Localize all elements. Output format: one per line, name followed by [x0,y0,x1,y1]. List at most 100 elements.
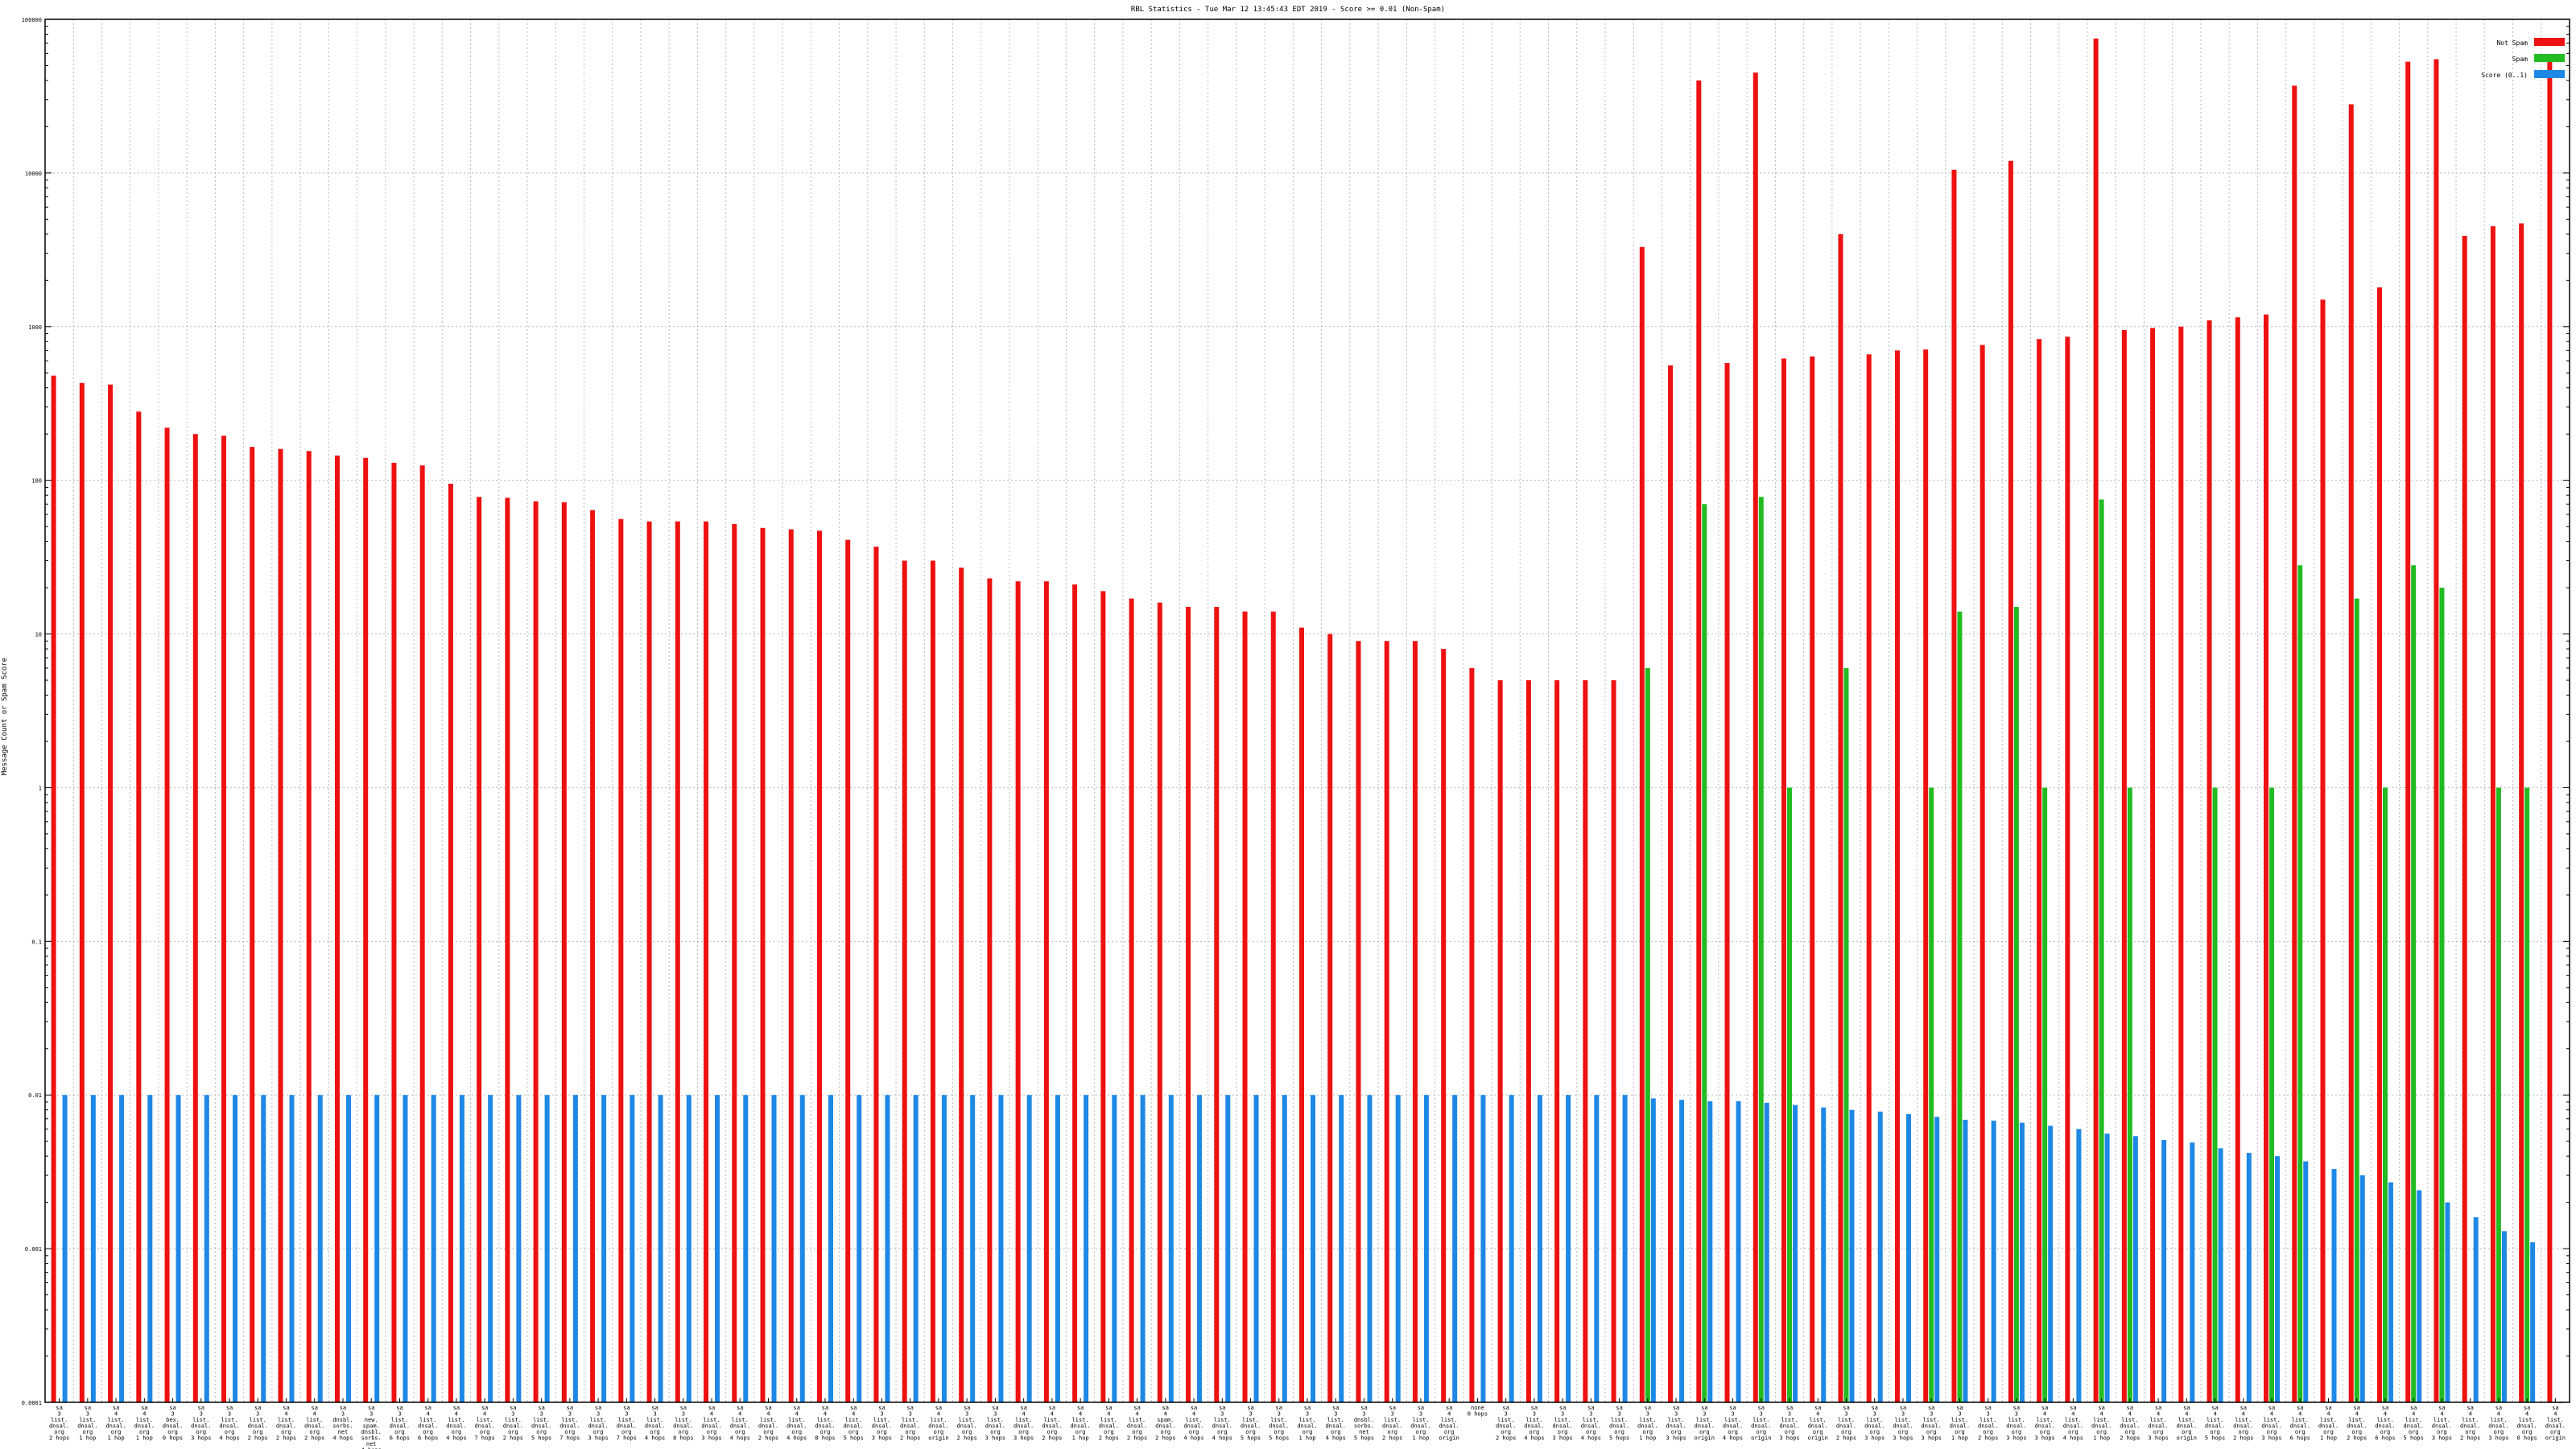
x-tick-label-line: org [2153,1429,2164,1435]
x-tick-label-line: 4 hops [332,1435,353,1442]
x-tick-label-line: 4 [824,1411,827,1418]
x-tick-label-line: none [1471,1405,1484,1411]
x-tick-label-line: 2 hops [1836,1435,1856,1442]
x-tick-label-line: dnsal. [617,1423,637,1430]
score-bar [2246,1153,2252,1402]
x-tick-label-line: list. [2207,1417,2223,1423]
x-tick-label-line: 4 [710,1411,713,1418]
not-spam-bar [1469,667,1475,1402]
x-tick-label-line: org [2380,1429,2391,1435]
x-tick-label-line: 3 hops [1864,1435,1885,1442]
x-tick-label-line: dnsal. [2460,1423,2480,1430]
x-tick-label-line: sa [2382,1405,2388,1411]
score-bar [771,1095,777,1402]
x-tick-label-line: sa [1984,1405,1991,1411]
x-tick-label-line: sa [538,1405,544,1411]
x-tick-label-line: sa [2552,1405,2558,1411]
not-spam-bar [1129,598,1134,1402]
x-tick-label-line: org [536,1429,547,1435]
spam-bar [2269,787,2275,1402]
x-tick-label: sa 3 list. dnsal. org 1 hop [1297,1405,1317,1442]
x-tick-label-line: 3 [511,1411,514,1418]
not-spam-bar [1299,627,1304,1402]
x-tick-label-line: 4 [114,1411,118,1418]
x-tick-label-line: org [253,1429,263,1435]
not-spam-bar [618,518,624,1402]
x-tick-label-line: list. [1298,1417,1315,1423]
x-tick-label-line: sa [1077,1405,1084,1411]
x-tick-label: sa 4 list. dnsal. org 2 hops [304,1405,324,1442]
score-bar [1877,1111,1883,1402]
x-tick-label: sa 3 list. dnsal. org 3 hops [2006,1405,2026,1442]
x-tick-label-line: 3 hops [2261,1435,2281,1442]
score-bar [1055,1095,1060,1402]
spam-bar [1957,611,1963,1402]
score-bar [1963,1119,1968,1402]
not-spam-bar [1838,233,1843,1403]
x-tick-label-line: 2 hops [2233,1435,2253,1442]
x-tick-label-line: sa [1814,1405,1821,1411]
x-tick-label-line: sa [169,1405,175,1411]
x-tick-label-line: 5 hops [844,1435,864,1442]
x-tick-label: sa 3 list. dnsal. org 3 hops [588,1405,608,1442]
x-tick-label-line: org [1614,1429,1624,1435]
score-bar [1253,1095,1259,1402]
x-tick-label-line: 3 [653,1411,656,1418]
score-bar [204,1095,209,1402]
x-tick-label-line: 3 [1987,1411,1990,1418]
score-bar [2132,1136,2138,1402]
x-tick-label-line: dnsal. [77,1423,97,1430]
x-tick-label-line: 3 [1249,1411,1252,1418]
not-spam-bar [2462,235,2467,1403]
x-tick-label: sa 4 list. dnsal. org 3 hops [2432,1405,2452,1442]
x-tick-label-line: 3 [1589,1411,1592,1418]
x-tick-label-line: dnsal. [2488,1423,2508,1430]
x-tick-label-line: 2 hops [1382,1435,1402,1442]
x-tick-label-line: dnsal. [2347,1423,2367,1430]
x-tick-label-line: 3 [1674,1411,1678,1418]
x-tick-label: sa 3 list. dnsal. org origin [1695,1405,1715,1442]
x-tick-label-line: org [990,1429,1001,1435]
x-tick-label-line: sa [2211,1405,2218,1411]
plot-frame [44,19,2570,1403]
not-spam-bar [1525,680,1531,1402]
x-tick-label-line: 4 hops [219,1435,239,1442]
x-tick-label-line: org [1869,1429,1880,1435]
x-tick-label-line: org [1245,1429,1256,1435]
x-tick-label-line: 2 hops [49,1435,69,1442]
x-tick-label: sa 3 list. dnsal. org 2 hops [248,1405,268,1442]
score-bar [885,1095,890,1402]
x-tick-label-line: 3 [200,1411,203,1418]
x-tick-label: sa 4 list. dnsal. org 2 hops [758,1405,778,1442]
x-tick-label-line: 1 hop [1412,1435,1429,1442]
x-tick-label-line: list. [2263,1417,2280,1423]
not-spam-bar [987,578,993,1402]
x-tick-label-line: list. [306,1417,323,1423]
x-tick-label-line: org [763,1429,774,1435]
x-tick-label-line: org [2238,1429,2248,1435]
x-tick-label-line: dnsal. [1070,1423,1090,1430]
x-tick-label-line: dnsal. [872,1423,892,1430]
not-spam-bar [164,427,170,1402]
x-tick-label-line: org [1331,1429,1341,1435]
x-tick-label-line: 3 [625,1411,628,1418]
x-tick-label-line: list. [788,1417,805,1423]
not-spam-bar [959,568,964,1402]
x-tick-label-line: dnsal. [134,1423,155,1430]
score-bar [90,1095,96,1402]
x-tick-label-line: list. [2235,1417,2252,1423]
x-tick-label: sa 3 list. dnsal. org 4 hops [219,1405,239,1442]
y-tick-labels: 100000 10000 1000 100 10 1 0.1 0.01 0.001 0.0001 [22,17,42,1406]
x-tick-label-line: org [1813,1429,1823,1435]
x-tick-label-line: org [905,1429,915,1435]
score-bar [2218,1148,2223,1402]
not-spam-bar [363,457,369,1402]
not-spam-bar [2037,339,2042,1403]
x-tick-label: sa 3 list. dnsal. org 2 hops [1978,1405,1998,1442]
x-tick-label-line: 3 hops [701,1435,721,1442]
x-tick-label-line: dnsal. [645,1423,665,1430]
x-tick-label-line: sa [2240,1405,2247,1411]
x-tick-label-line: 3 [1505,1411,1508,1418]
x-tick-label-line: sa [850,1405,857,1411]
x-tick-label-line: list. [2434,1417,2450,1423]
